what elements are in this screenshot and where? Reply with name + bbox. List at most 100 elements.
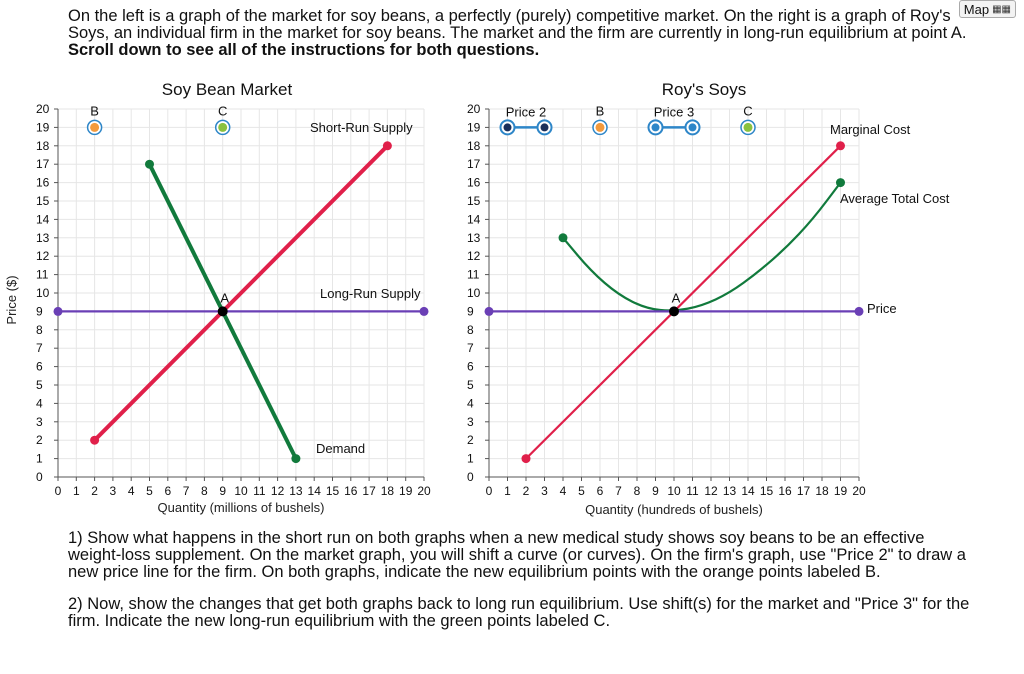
chart-title: Soy Bean Market bbox=[162, 80, 293, 99]
x-tick-label: 16 bbox=[778, 484, 792, 498]
tool-price-2[interactable]: Price 2 bbox=[499, 104, 553, 136]
y-tick-label: 3 bbox=[36, 415, 43, 429]
marginal-cost-line[interactable] bbox=[525, 145, 842, 460]
x-tick-label: 3 bbox=[110, 484, 117, 498]
x-tick-label: 13 bbox=[289, 484, 303, 498]
y-tick-label: 14 bbox=[467, 212, 481, 226]
y-tick-label: 6 bbox=[36, 360, 43, 374]
x-tick-label: 15 bbox=[760, 484, 774, 498]
y-tick-label: 19 bbox=[36, 120, 50, 134]
x-tick-label: 14 bbox=[741, 484, 755, 498]
y-tick-label: 17 bbox=[467, 157, 481, 171]
x-tick-label: 18 bbox=[381, 484, 395, 498]
tool-price-3[interactable]: Price 3 bbox=[647, 104, 701, 136]
x-tick-label: 8 bbox=[634, 484, 641, 498]
y-tick-label: 0 bbox=[36, 470, 43, 484]
tool-handle-dot bbox=[503, 123, 512, 132]
x-tick-label: 8 bbox=[201, 484, 208, 498]
map-button[interactable]: Map ▦▦ bbox=[958, 0, 1016, 18]
x-tick-label: 9 bbox=[219, 484, 226, 498]
x-tick-label: 5 bbox=[578, 484, 585, 498]
point-dot bbox=[217, 306, 228, 317]
curve-handle[interactable] bbox=[484, 306, 494, 316]
curve-handle[interactable] bbox=[854, 306, 864, 316]
point-label: A bbox=[220, 290, 229, 305]
y-tick-label: 20 bbox=[36, 102, 50, 116]
charts-area[interactable]: Price ($) 012345678910111213141516171819… bbox=[0, 0, 1024, 530]
chart-title: Roy's Soys bbox=[662, 80, 747, 99]
tool-label: Price 2 bbox=[506, 104, 546, 119]
curve-handle[interactable] bbox=[521, 454, 531, 464]
average-total-cost-line[interactable] bbox=[562, 181, 842, 312]
x-tick-label: 3 bbox=[541, 484, 548, 498]
instructions: 1) Show what happens in the short run on… bbox=[68, 530, 978, 645]
point-dot bbox=[595, 122, 605, 132]
point-dot bbox=[669, 306, 679, 317]
y-tick-label: 1 bbox=[467, 452, 474, 466]
y-tick-label: 9 bbox=[467, 304, 474, 318]
x-tick-label: 17 bbox=[797, 484, 811, 498]
point-c[interactable]: C bbox=[740, 103, 756, 136]
grid-icon: ▦▦ bbox=[992, 3, 1011, 15]
x-tick-label: 19 bbox=[399, 484, 413, 498]
grid bbox=[57, 108, 425, 478]
curve-handle[interactable] bbox=[291, 454, 301, 464]
series-label: Short-Run Supply bbox=[310, 120, 413, 135]
x-tick-label: 10 bbox=[667, 484, 681, 498]
x-tick-label: 0 bbox=[55, 484, 62, 498]
x-tick-label: 15 bbox=[326, 484, 340, 498]
point-b[interactable]: B bbox=[592, 103, 608, 136]
y-tick-label: 16 bbox=[467, 176, 481, 190]
x-tick-label: 2 bbox=[91, 484, 98, 498]
y-tick-label: 4 bbox=[36, 396, 43, 410]
y-tick-label: 17 bbox=[36, 157, 50, 171]
x-tick-label: 11 bbox=[253, 484, 266, 498]
y-tick-label: 9 bbox=[36, 304, 43, 318]
intro-bold: Scroll down to see all of the instructio… bbox=[68, 41, 540, 59]
x-tick-label: 12 bbox=[704, 484, 718, 498]
series-label: Marginal Cost bbox=[830, 122, 911, 137]
curve-handle[interactable] bbox=[558, 233, 568, 243]
y-tick-label: 14 bbox=[36, 212, 50, 226]
x-tick-label: 10 bbox=[234, 484, 248, 498]
y-tick-label: 6 bbox=[467, 360, 474, 374]
y-tick-label: 13 bbox=[467, 231, 481, 245]
curve-handle[interactable] bbox=[382, 141, 392, 151]
curve-handle[interactable] bbox=[90, 435, 100, 445]
x-tick-label: 7 bbox=[183, 484, 190, 498]
curve-handle[interactable] bbox=[145, 159, 154, 169]
x-tick-label: 19 bbox=[834, 484, 848, 498]
curve-handle[interactable] bbox=[53, 306, 63, 316]
point-c[interactable]: C bbox=[214, 103, 231, 136]
point-b[interactable]: B bbox=[86, 103, 103, 136]
x-tick-label: 5 bbox=[146, 484, 153, 498]
tool-handle-dot bbox=[651, 123, 660, 132]
y-tick-label: 18 bbox=[36, 139, 50, 153]
y-tick-label: 18 bbox=[467, 139, 481, 153]
x-tick-label: 0 bbox=[486, 484, 493, 498]
instruction-q2: 2) Now, show the changes that get both g… bbox=[68, 595, 970, 630]
x-tick-label: 2 bbox=[523, 484, 530, 498]
y-tick-label: 8 bbox=[36, 323, 43, 337]
y-tick-label: 8 bbox=[467, 323, 474, 337]
y-tick-label: 7 bbox=[36, 341, 43, 355]
y-tick-label: 15 bbox=[467, 194, 481, 208]
short-run-supply-line[interactable] bbox=[93, 144, 389, 442]
x-axis-label: Quantity (millions of bushels) bbox=[158, 500, 325, 515]
curve-handle[interactable] bbox=[419, 306, 429, 316]
x-tick-label: 1 bbox=[73, 484, 80, 498]
x-tick-label: 17 bbox=[362, 484, 376, 498]
y-tick-label: 2 bbox=[467, 433, 474, 447]
series-label: Long-Run Supply bbox=[320, 286, 421, 301]
curve-handle[interactable] bbox=[836, 178, 845, 188]
y-tick-label: 12 bbox=[36, 249, 50, 263]
curve-handle[interactable] bbox=[836, 141, 845, 151]
y-tick-label: 5 bbox=[467, 378, 474, 392]
y-tick-label: 20 bbox=[467, 102, 481, 116]
intro-body: On the left is a graph of the market for… bbox=[68, 7, 967, 42]
point-dot bbox=[218, 122, 228, 132]
series-label: Price bbox=[867, 301, 897, 316]
point-a: A bbox=[669, 290, 681, 317]
